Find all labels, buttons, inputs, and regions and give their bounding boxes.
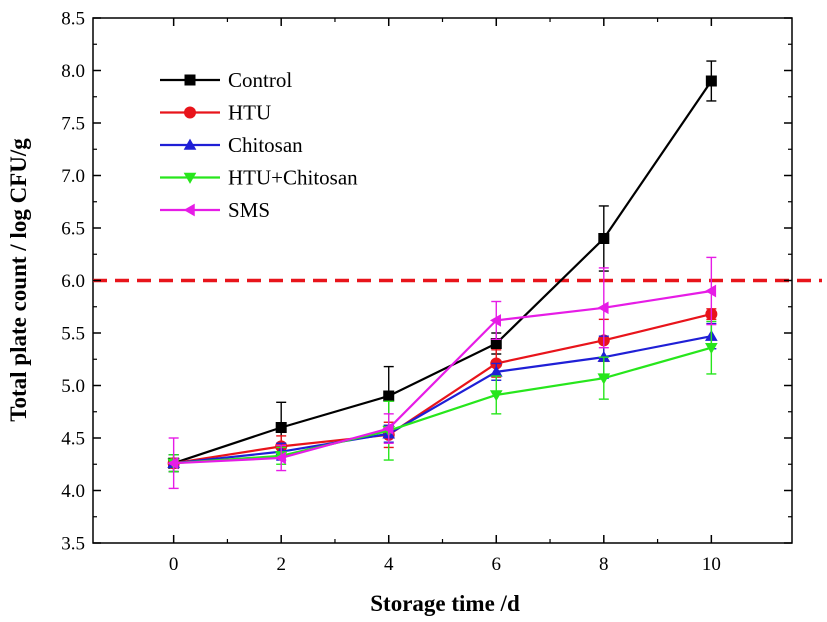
y-tick-label: 4.0 xyxy=(61,481,85,502)
series-line xyxy=(173,335,712,465)
series-htu-chitosan xyxy=(167,320,718,473)
legend-label: HTU+Chitosan xyxy=(228,166,358,190)
legend-label: HTU xyxy=(228,101,271,125)
x-tick-label: 10 xyxy=(702,554,721,575)
legend-marker xyxy=(183,172,197,184)
series-line xyxy=(173,346,712,465)
legend-item: Control xyxy=(160,68,292,92)
y-tick-label: 7.0 xyxy=(61,166,85,187)
y-tick-label: 4.5 xyxy=(61,429,85,450)
data-point xyxy=(167,456,179,470)
x-tick-label: 4 xyxy=(384,554,394,575)
series-line xyxy=(173,313,712,465)
data-point xyxy=(597,373,611,385)
y-tick-label: 5.5 xyxy=(61,324,85,345)
series-sms xyxy=(167,256,717,490)
legend: Control HTU Chitosan HTU+Chitosan SMS xyxy=(160,68,358,222)
y-tick-label: 6.0 xyxy=(61,271,85,292)
x-tick-label: 0 xyxy=(169,554,179,575)
legend-marker xyxy=(183,203,195,217)
series-line xyxy=(173,80,713,465)
legend-item: HTU+Chitosan xyxy=(160,166,358,190)
y-tick-label: 8.0 xyxy=(61,61,85,82)
data-point xyxy=(275,422,287,433)
legend-item: SMS xyxy=(160,198,270,222)
x-tick-label: 6 xyxy=(492,554,502,575)
data-point xyxy=(382,422,394,435)
legend-marker xyxy=(184,74,196,86)
y-axis-title: Total plate count / log CFU/g xyxy=(6,138,31,422)
data-point xyxy=(489,365,503,377)
x-tick-label: 2 xyxy=(276,554,286,575)
legend-label: SMS xyxy=(228,198,270,222)
y-tick-label: 6.5 xyxy=(61,219,85,240)
data-point xyxy=(705,75,717,87)
series-htu xyxy=(167,308,718,473)
data-point xyxy=(597,301,609,315)
legend-label: Chitosan xyxy=(228,133,303,157)
data-point xyxy=(383,390,395,402)
data-point xyxy=(598,233,610,244)
data-point xyxy=(489,390,503,402)
y-tick-label: 3.5 xyxy=(61,534,85,555)
legend-marker xyxy=(184,106,196,119)
data-point xyxy=(274,451,286,465)
y-tick-label: 7.5 xyxy=(61,114,85,135)
data-point xyxy=(705,342,718,355)
legend-item: Chitosan xyxy=(160,133,303,157)
y-tick-label: 8.5 xyxy=(61,9,85,30)
series-line xyxy=(173,289,712,465)
y-tick-label: 5.0 xyxy=(61,376,85,397)
legend-marker xyxy=(183,138,197,150)
x-tick-label: 8 xyxy=(599,554,609,575)
legend-item: HTU xyxy=(160,101,271,125)
series-layer xyxy=(167,60,718,490)
data-point xyxy=(489,314,502,327)
data-point xyxy=(597,350,611,362)
data-point xyxy=(705,284,717,298)
data-point xyxy=(490,338,502,349)
legend-label: Control xyxy=(228,68,292,92)
axis-layer: 0 2 4 6 8 10 3.5 4.0 4.5 5.0 5.5 6.0 6.5 7.0 7.5 8.0 8.5 xyxy=(61,9,792,575)
series-chitosan xyxy=(167,322,718,473)
x-axis-title: Storage time /d xyxy=(370,591,520,616)
